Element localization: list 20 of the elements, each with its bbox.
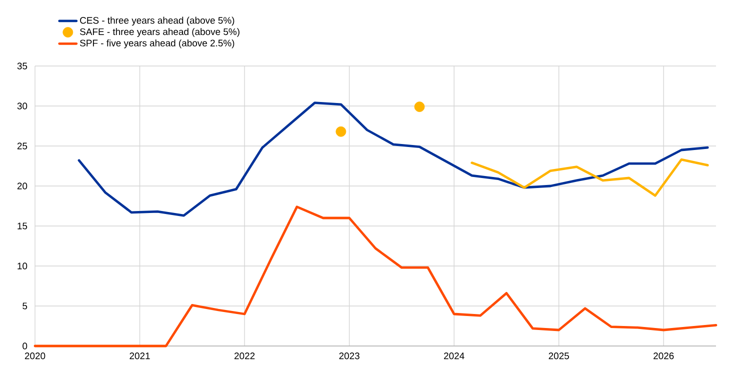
legend-label: SAFE - three years ahead (above 5%) <box>80 28 240 37</box>
x-tick-label: 2021 <box>130 352 150 360</box>
y-tick-label: 10 <box>18 262 28 270</box>
y-tick-label: 5 <box>22 302 28 310</box>
x-tick-label: 2022 <box>234 352 255 360</box>
y-tick-label: 25 <box>17 142 28 150</box>
y-tick-label: 0 <box>22 342 28 350</box>
legend-label: SPF - five years ahead (above 2.5%) <box>80 39 234 48</box>
x-tick-label: 2025 <box>548 352 569 360</box>
y-tick-label: 30 <box>17 102 28 110</box>
x-tick-label: 2023 <box>339 352 360 360</box>
legend-label: CES - three years ahead (above 5%) <box>80 16 234 26</box>
x-tick-label: 2026 <box>654 352 674 360</box>
x-tick-label: 2020 <box>24 352 46 360</box>
y-tick-label: 35 <box>17 62 28 70</box>
line-series <box>470 158 709 197</box>
y-tick-label: 20 <box>17 182 28 190</box>
line-series <box>78 102 709 217</box>
y-tick-label: 15 <box>18 222 28 230</box>
x-tick-label: 2024 <box>444 352 464 360</box>
